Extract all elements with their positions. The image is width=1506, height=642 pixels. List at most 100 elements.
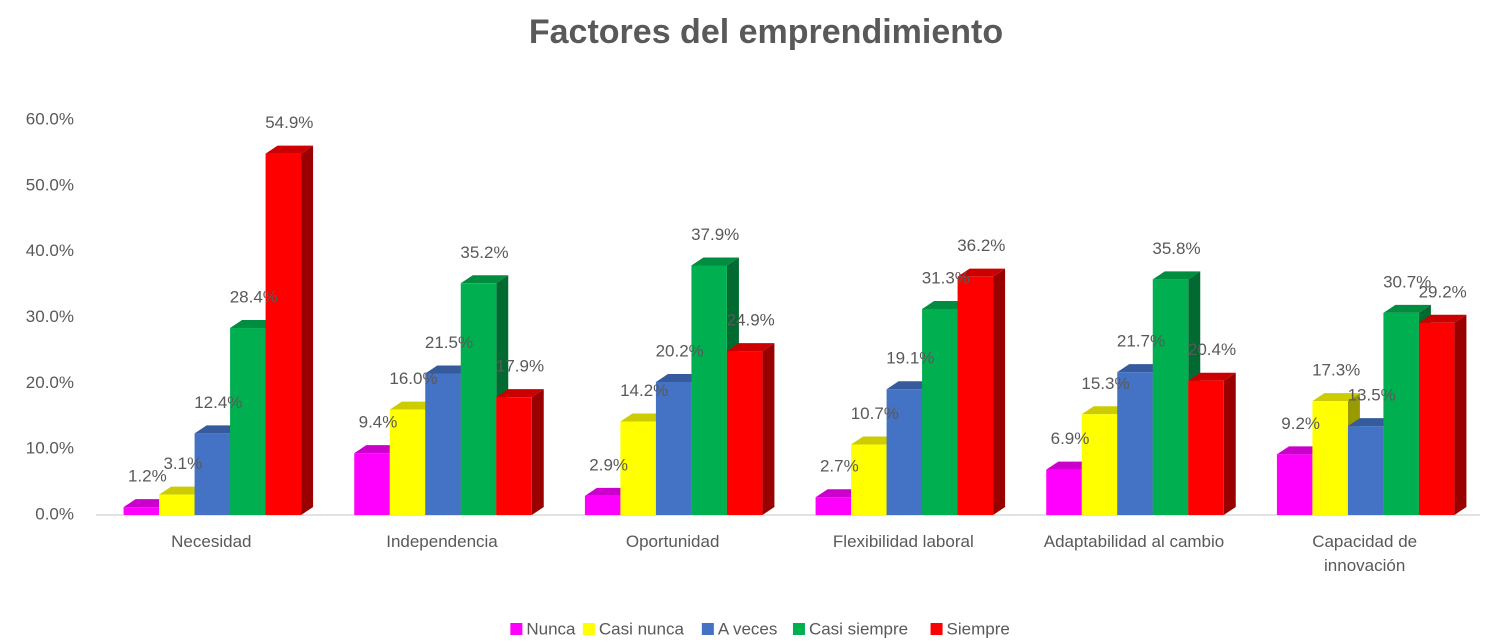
bar xyxy=(815,497,852,515)
x-tick-label: Adaptabilidad al cambio xyxy=(1043,532,1225,551)
bar xyxy=(1188,380,1224,515)
data-label: 1.2% xyxy=(128,467,167,486)
data-label: 2.9% xyxy=(589,455,628,474)
y-tick-label: 50.0% xyxy=(26,175,74,194)
data-label: 3.1% xyxy=(163,454,202,473)
legend-label: Siempre xyxy=(947,619,1010,638)
data-label: 9.4% xyxy=(359,413,398,432)
bar xyxy=(159,494,195,515)
data-label: 28.4% xyxy=(230,288,278,307)
bar xyxy=(691,265,727,515)
bar-group xyxy=(496,389,544,515)
data-label: 15.3% xyxy=(1081,374,1129,393)
data-label: 9.2% xyxy=(1281,414,1320,433)
x-tick-label-box: Necesidad xyxy=(171,532,252,551)
bar-top xyxy=(496,389,544,398)
data-label: 12.4% xyxy=(194,393,242,412)
chart-title: Factores del emprendimiento xyxy=(529,13,1003,51)
legend-label: Casi nunca xyxy=(599,619,685,638)
bar xyxy=(1046,469,1082,515)
y-tick-label: 60.0% xyxy=(26,109,74,128)
bar-side xyxy=(301,145,314,515)
x-tick-label: Oportunidad xyxy=(625,532,720,551)
data-label: 35.2% xyxy=(460,243,508,262)
bar xyxy=(851,444,887,515)
bar xyxy=(886,389,923,515)
bar-top xyxy=(460,275,509,284)
bar xyxy=(1276,454,1313,515)
bar-top xyxy=(1312,393,1360,402)
x-tick-label: Independencia xyxy=(386,532,498,551)
bar xyxy=(460,283,497,515)
bar xyxy=(230,328,266,515)
bar-group xyxy=(1152,271,1201,515)
y-tick-label: 10.0% xyxy=(26,439,74,458)
legend-swatch xyxy=(930,623,943,635)
bar-top xyxy=(957,268,1006,277)
x-tick-label: Flexibilidad laboral xyxy=(832,532,974,551)
bar-side xyxy=(1223,372,1236,515)
bar-top xyxy=(726,343,775,352)
y-tick-label: 20.0% xyxy=(26,373,74,392)
data-label: 37.9% xyxy=(691,225,739,244)
bar xyxy=(1117,372,1153,515)
bar xyxy=(584,495,621,515)
bar xyxy=(957,276,994,515)
bar xyxy=(265,153,302,515)
x-tick-label-box: Oportunidad xyxy=(625,532,720,551)
data-label: 20.4% xyxy=(1188,340,1236,359)
bar-top xyxy=(1188,372,1236,381)
data-label: 19.1% xyxy=(886,349,934,368)
bar-group xyxy=(1312,393,1360,515)
data-label: 6.9% xyxy=(1051,429,1090,448)
x-tick-label-box: Independencia xyxy=(386,532,498,551)
bar xyxy=(389,409,426,515)
data-label: 31.3% xyxy=(922,268,970,287)
bar-top xyxy=(1152,271,1201,280)
legend-label: Casi siempre xyxy=(809,619,908,638)
legend-swatch xyxy=(510,623,523,635)
bar-side xyxy=(762,343,775,515)
bar-group xyxy=(265,145,314,515)
data-label: 10.7% xyxy=(851,404,899,423)
legend-swatch xyxy=(582,623,595,635)
x-tick-label-box: Adaptabilidad al cambio xyxy=(1043,532,1225,551)
bar xyxy=(194,433,231,515)
legend-swatch xyxy=(792,623,805,635)
bar-group xyxy=(460,275,509,515)
data-label: 2.7% xyxy=(820,457,859,476)
legend-label: Nunca xyxy=(526,619,576,638)
data-label: 35.8% xyxy=(1152,239,1200,258)
bar-side xyxy=(531,389,544,515)
bar-group xyxy=(1188,372,1236,515)
bar xyxy=(496,397,532,515)
bar-top xyxy=(1418,314,1467,323)
bar xyxy=(620,421,656,515)
bar-group xyxy=(726,343,775,515)
bar-group xyxy=(957,268,1006,515)
bar xyxy=(1418,322,1455,515)
bar xyxy=(354,453,390,515)
data-label: 29.2% xyxy=(1419,282,1467,301)
bar xyxy=(1347,426,1384,515)
data-label: 21.7% xyxy=(1117,332,1165,351)
bar xyxy=(655,382,692,515)
data-label: 54.9% xyxy=(265,113,313,132)
x-tick-label: Capacidad de innovación xyxy=(1312,532,1418,575)
data-label: 17.9% xyxy=(496,357,544,376)
data-label: 14.2% xyxy=(620,381,668,400)
bar-group xyxy=(1418,314,1467,515)
x-tick-label-box: Capacidad de innovación xyxy=(1312,532,1418,575)
y-tick-label: 0.0% xyxy=(35,504,74,523)
data-label: 21.5% xyxy=(425,333,473,352)
x-tick-label-box: Flexibilidad laboral xyxy=(832,532,974,551)
x-tick-label: Necesidad xyxy=(171,532,252,551)
data-label: 17.3% xyxy=(1312,361,1360,380)
bar xyxy=(425,373,461,515)
data-label: 36.2% xyxy=(957,236,1005,255)
bar xyxy=(726,351,763,515)
data-label: 30.7% xyxy=(1383,272,1431,291)
bar xyxy=(1081,414,1118,515)
bar xyxy=(1383,312,1419,515)
y-tick-label: 30.0% xyxy=(26,307,74,326)
